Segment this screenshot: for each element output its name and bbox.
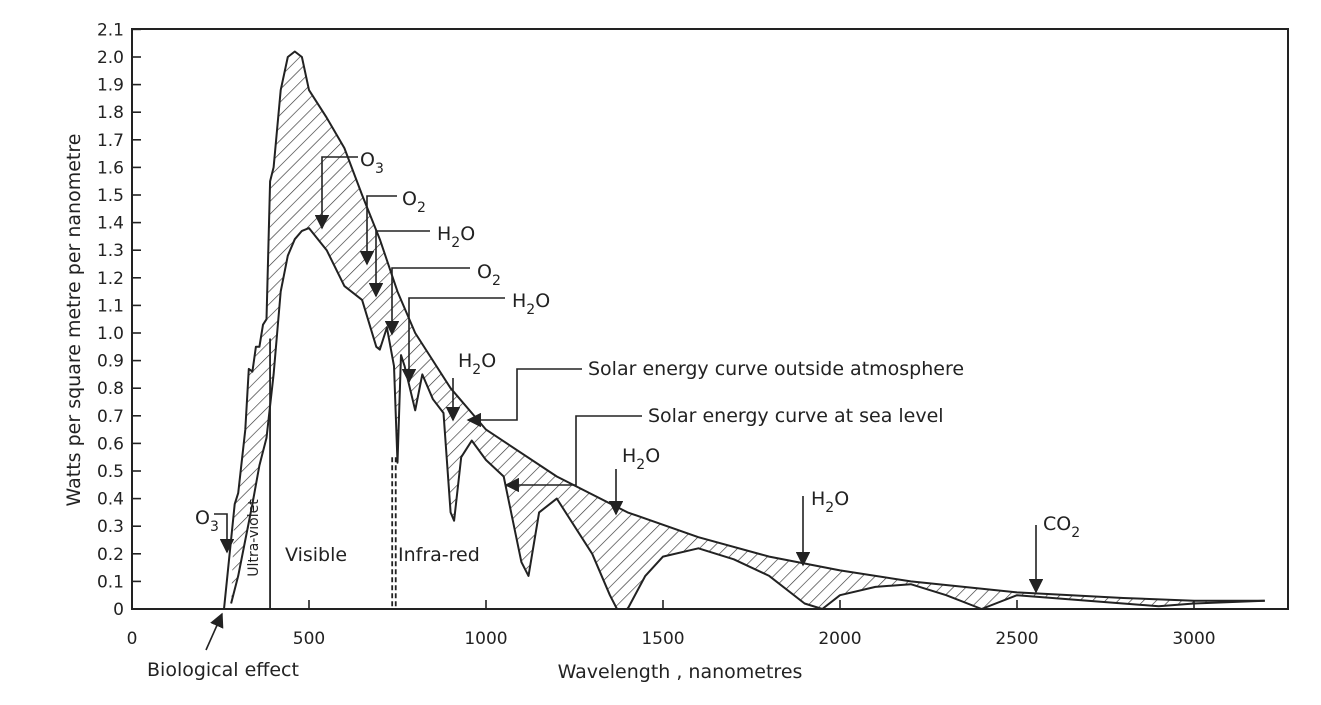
y-tick-label: 0.5 — [97, 462, 124, 482]
annotation-arrow — [401, 297, 505, 384]
y-tick-label: 0.4 — [97, 490, 124, 510]
y-tick-label: 1.7 — [97, 131, 124, 151]
y-tick-label: 1.1 — [97, 296, 124, 316]
label-outside-atmosphere: Solar energy curve outside atmosphere — [588, 358, 964, 380]
y-tick-label: 0.2 — [97, 545, 124, 565]
y-tick-label: 1.0 — [97, 324, 124, 344]
x-tick-label: 2000 — [818, 629, 861, 649]
annotation-label: H2O — [458, 350, 496, 378]
label-infrared: Infra-red — [398, 544, 480, 566]
biological-effect-pointer — [205, 612, 224, 651]
x-tick-label: 500 — [293, 629, 325, 649]
annotation-label: H2O — [512, 290, 550, 318]
y-tick-label: 0.7 — [97, 407, 124, 427]
annotation-label: CO2 — [1043, 513, 1080, 541]
sea-level-curve-pointer — [504, 415, 642, 493]
annotation-label: O3 — [360, 149, 384, 177]
annotation-label: O2 — [402, 188, 426, 216]
annotation-arrows — [205, 156, 1044, 651]
y-tick-label: 1.2 — [97, 269, 124, 289]
x-tick-label: 2500 — [995, 629, 1038, 649]
y-tick-label: 1.5 — [97, 186, 124, 206]
annotation-arrow — [368, 230, 430, 298]
y-tick-label: 0.9 — [97, 352, 124, 372]
y-tick-label: 0 — [113, 600, 124, 620]
annotation-label: H2O — [622, 445, 660, 473]
x-tick-label: 1000 — [464, 629, 507, 649]
x-axis-label: Wavelength , nanometres — [558, 661, 803, 683]
label-sea-level: Solar energy curve at sea level — [648, 405, 944, 427]
x-tick-label: 3000 — [1172, 629, 1215, 649]
annotation-arrow — [214, 513, 235, 554]
y-tick-label: 0.1 — [97, 572, 124, 592]
annotation-label: O3 — [195, 507, 219, 535]
annotation-label: H2O — [811, 488, 849, 516]
y-axis-ticks: 0 0.1 0.2 0.3 0.4 0.5 0.6 0.7 0.8 0.9 1.0 1.1 1.2 1.3… — [97, 20, 141, 620]
annotation-arrow — [359, 195, 397, 266]
outside-curve-pointer — [466, 368, 582, 428]
annotation-arrow — [384, 267, 470, 336]
x-tick-label: 1500 — [641, 629, 684, 649]
y-tick-label: 0.3 — [97, 517, 124, 537]
series-outside-atmosphere — [223, 50, 1265, 610]
label-visible: Visible — [285, 544, 347, 566]
annotation-label: H2O — [437, 223, 475, 251]
y-tick-label: 1.8 — [97, 103, 124, 123]
y-tick-label: 2.0 — [97, 48, 124, 68]
x-axis-ticks: 0 500 1000 1500 2000 2500 3000 — [127, 600, 1216, 649]
y-tick-label: 1.3 — [97, 241, 124, 261]
series-sea-level — [230, 227, 1265, 610]
x-tick-label: 0 — [127, 629, 138, 649]
y-tick-label: 0.8 — [97, 379, 124, 399]
plot-frame — [131, 28, 1289, 610]
label-biological-effect: Biological effect — [147, 659, 299, 681]
y-axis-label: Watts per square metre per nanometre — [63, 134, 85, 507]
y-tick-label: 2.1 — [97, 20, 124, 40]
label-ultraviolet: Ultra-violet — [246, 499, 262, 577]
y-tick-label: 1.6 — [97, 158, 124, 178]
y-tick-label: 1.4 — [97, 214, 124, 234]
annotation-label: O2 — [477, 261, 501, 289]
y-tick-label: 1.9 — [97, 76, 124, 96]
annotation-arrow — [314, 156, 358, 230]
y-tick-label: 0.6 — [97, 434, 124, 454]
